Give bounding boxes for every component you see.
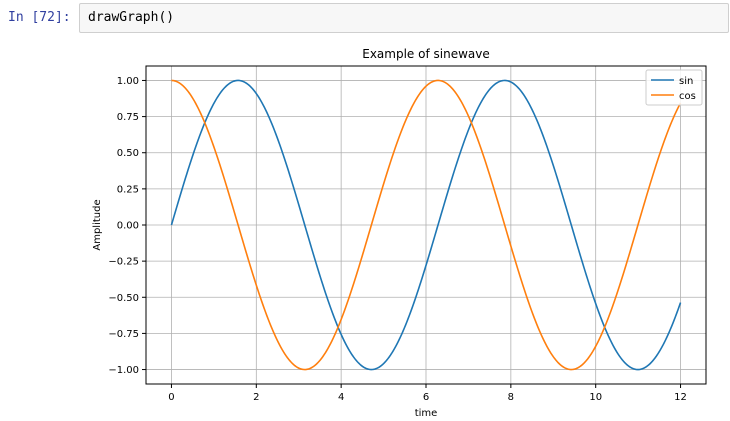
y-axis-label: Amplitude <box>92 199 103 250</box>
y-tick-label: 1.00 <box>117 76 139 87</box>
y-tick-label: 0.50 <box>117 148 139 159</box>
series-line-cos <box>171 79 682 371</box>
grid <box>146 66 706 384</box>
legend-label-sin: sin <box>679 76 693 87</box>
cell-output: 0 2 4 6 8 10 12 −1.00 −0.75 −0.50 −0.25 0.00 0.25 0.… <box>0 36 730 419</box>
y-tick-label: −1.00 <box>108 365 139 376</box>
legend: sin cos <box>645 69 703 106</box>
input-prompt: In [72]: <box>8 10 71 25</box>
y-tick-label: −0.25 <box>108 257 139 268</box>
series-lines <box>170 79 682 371</box>
code-input-area[interactable]: drawGraph() <box>79 3 729 33</box>
x-tick-label: 4 <box>338 392 344 403</box>
x-tick-label: 12 <box>674 392 687 403</box>
chart-title: Example of sinewave <box>362 47 489 61</box>
y-tick-label: 0.75 <box>117 112 139 123</box>
code-text: drawGraph() <box>88 10 175 25</box>
x-axis-label: time <box>415 408 438 417</box>
x-tick-label: 0 <box>168 392 174 403</box>
x-tick-label: 2 <box>253 392 259 403</box>
sinewave-chart: 0 2 4 6 8 10 12 −1.00 −0.75 −0.50 −0.25 0.00 0.25 0.… <box>92 47 707 419</box>
y-tick-label: −0.75 <box>108 329 139 340</box>
series-line-sin <box>170 79 682 371</box>
x-tick-label: 6 <box>423 392 429 403</box>
x-tick-label: 8 <box>508 392 514 403</box>
x-ticks: 0 2 4 6 8 10 12 <box>168 384 687 403</box>
y-tick-label: −0.50 <box>108 293 139 304</box>
y-tick-label: 0.00 <box>117 221 139 232</box>
legend-label-cos: cos <box>679 91 696 102</box>
y-tick-label: 0.25 <box>117 184 139 195</box>
x-tick-label: 10 <box>589 392 602 403</box>
legend-box <box>645 69 703 106</box>
y-ticks: −1.00 −0.75 −0.50 −0.25 0.00 0.25 0.50 0.75 1.00 <box>108 76 146 376</box>
